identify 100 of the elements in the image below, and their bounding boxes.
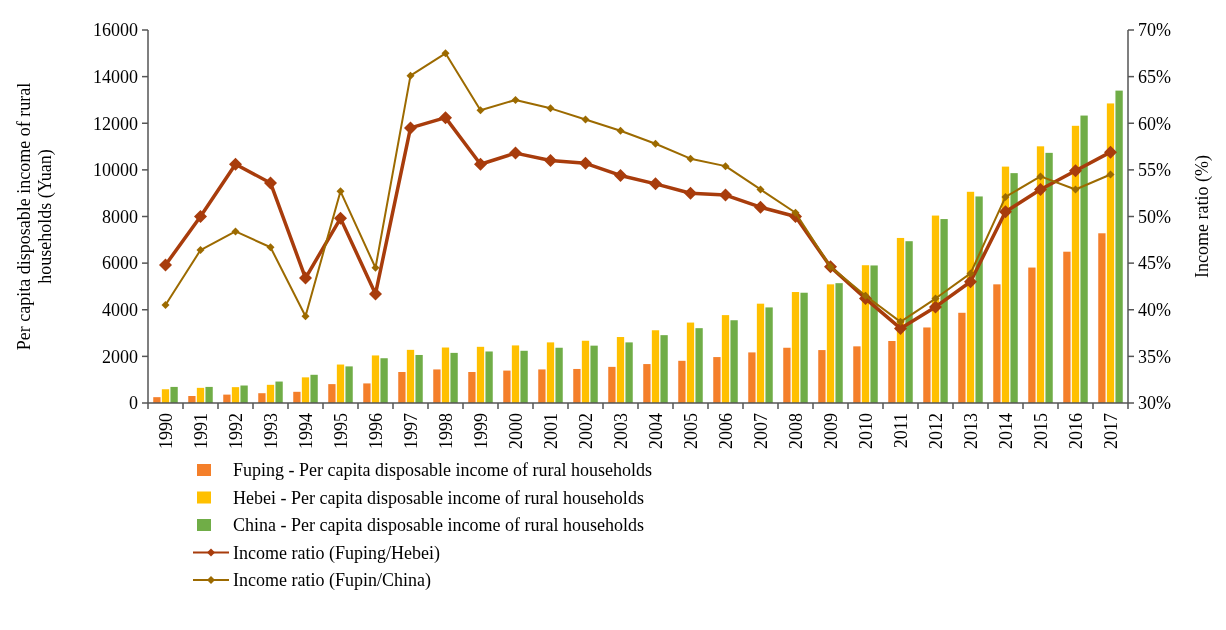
point: [1069, 164, 1082, 178]
x-tick-label: 2008: [785, 413, 806, 449]
x-tick-label: 2009: [820, 413, 841, 449]
bar: [826, 284, 835, 403]
bar: [328, 384, 336, 403]
x-tick-label: 2003: [610, 413, 631, 449]
point: [194, 210, 207, 223]
point: [721, 162, 730, 171]
x-tick-label: 2013: [960, 413, 981, 449]
point: [1034, 182, 1047, 196]
bar: [765, 307, 773, 403]
point: [161, 301, 170, 310]
bar: [888, 340, 896, 403]
bar: [923, 327, 931, 403]
bar: [555, 347, 563, 403]
bar: [1080, 115, 1088, 403]
bar: [940, 219, 948, 403]
bar: [730, 320, 738, 403]
x-tick-label: 2001: [540, 413, 561, 449]
bar: [1036, 146, 1045, 403]
y2-tick-label: 65%: [1138, 66, 1171, 87]
point: [301, 312, 310, 321]
bar: [835, 283, 843, 403]
bar: [993, 284, 1001, 403]
y2-tick-label: 60%: [1138, 113, 1171, 134]
point: [966, 269, 975, 278]
point: [231, 227, 240, 236]
bar: [695, 328, 703, 403]
bar: [433, 369, 441, 403]
bar: [441, 347, 450, 403]
bar: [170, 386, 178, 403]
x-tick-label: 1995: [330, 413, 351, 449]
y2-tick-label: 45%: [1138, 253, 1171, 274]
legend-label: Income ratio (Fuping/Hebei): [233, 542, 440, 564]
point: [1104, 145, 1117, 159]
bar: [896, 237, 905, 403]
x-tick-label: 1998: [435, 413, 456, 449]
point: [404, 121, 417, 135]
y2-tick-label: 55%: [1138, 160, 1171, 181]
y2-tick-label: 30%: [1138, 393, 1171, 414]
x-tick-label: 1994: [295, 413, 316, 449]
x-tick-label: 2015: [1030, 413, 1051, 449]
bar: [678, 360, 686, 403]
point: [999, 205, 1012, 219]
bar: [1001, 166, 1010, 403]
bar: [485, 351, 493, 403]
bar: [721, 315, 730, 403]
bar: [590, 345, 598, 403]
bar: [398, 371, 406, 403]
y2-tick-label: 35%: [1138, 346, 1171, 367]
bar: [1045, 152, 1053, 403]
x-tick-label: 2011: [890, 413, 911, 449]
bar: [345, 366, 353, 403]
x-tick-label: 2007: [750, 413, 771, 449]
y2-tick-label: 40%: [1138, 300, 1171, 321]
point: [299, 271, 312, 285]
bar: [371, 355, 380, 403]
bar: [223, 394, 231, 403]
point: [581, 115, 590, 124]
bar: [450, 352, 458, 403]
x-tick-label: 1991: [190, 413, 211, 449]
x-tick-label: 2014: [995, 413, 1016, 449]
bar: [161, 389, 170, 403]
bar: [651, 330, 660, 403]
point: [861, 291, 870, 300]
bar: [783, 347, 791, 403]
x-tick-label: 1993: [260, 413, 281, 449]
bar: [1098, 233, 1106, 403]
point: [896, 317, 905, 326]
bar: [686, 322, 695, 403]
point: [651, 139, 660, 148]
bar: [511, 345, 520, 403]
x-tick-label: 2000: [505, 413, 526, 449]
point: [264, 176, 277, 190]
bar: [853, 346, 861, 403]
bar: [966, 191, 975, 403]
bar: [310, 374, 318, 403]
y-tick-label: 6000: [102, 253, 138, 274]
point: [719, 188, 732, 202]
point: [579, 156, 592, 170]
point: [649, 177, 662, 191]
bar: [800, 292, 808, 403]
bar: [905, 241, 913, 403]
bar: [1028, 267, 1036, 403]
bar: [363, 383, 371, 403]
x-tick-label: 2005: [680, 413, 701, 449]
y2-axis-title: Income ratio (%): [1192, 155, 1213, 278]
x-tick-label: 2016: [1065, 413, 1086, 449]
bar: [608, 366, 616, 403]
bar: [870, 265, 878, 403]
point: [196, 246, 205, 255]
bar: [748, 352, 756, 403]
point: [546, 104, 555, 113]
bar: [616, 337, 625, 403]
x-tick-label: 2017: [1100, 413, 1121, 449]
bar: [1010, 173, 1018, 403]
point: [616, 126, 625, 135]
point: [476, 106, 485, 115]
bar: [713, 357, 721, 403]
x-tick-label: 1992: [225, 413, 246, 449]
